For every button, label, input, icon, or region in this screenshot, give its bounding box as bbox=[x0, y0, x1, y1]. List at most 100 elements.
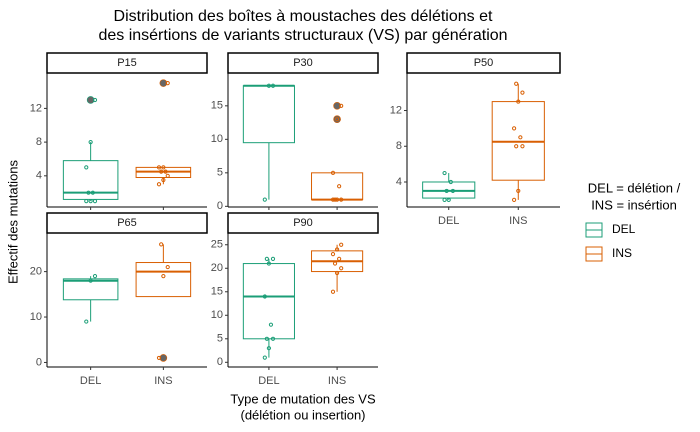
data-point bbox=[520, 90, 525, 95]
strip bbox=[46, 212, 208, 234]
data-point bbox=[520, 144, 525, 149]
data-point bbox=[92, 199, 98, 204]
data-point bbox=[512, 197, 517, 202]
data-point bbox=[88, 278, 93, 283]
y-tick-label: 0 bbox=[217, 200, 223, 212]
data-point bbox=[339, 197, 344, 202]
strip-label: P30 bbox=[293, 57, 313, 69]
legend-label: DEL bbox=[612, 222, 636, 236]
data-point bbox=[332, 261, 338, 266]
data-point bbox=[161, 177, 166, 183]
y-tick-label: 15 bbox=[211, 286, 223, 298]
y-tick-label: 4 bbox=[396, 176, 402, 188]
data-point bbox=[161, 165, 166, 170]
y-tick-label: 0 bbox=[36, 356, 42, 368]
data-point bbox=[86, 190, 91, 195]
outlier bbox=[159, 79, 168, 87]
data-point bbox=[84, 319, 89, 324]
data-point bbox=[270, 336, 276, 341]
data-point bbox=[266, 83, 272, 88]
y-tick-label: 8 bbox=[396, 140, 402, 152]
data-point bbox=[88, 199, 93, 204]
box bbox=[242, 85, 295, 144]
data-point bbox=[450, 188, 455, 194]
data-point bbox=[330, 197, 336, 202]
strip-label: P65 bbox=[117, 217, 137, 229]
y-tick-label: 5 bbox=[217, 167, 223, 179]
y-tick-label: 5 bbox=[217, 333, 223, 345]
x-tick-label: INS bbox=[154, 375, 172, 387]
x-axis-title: (délétion ou insertion) bbox=[240, 407, 365, 422]
data-point bbox=[262, 355, 267, 360]
data-point bbox=[334, 270, 340, 276]
y-tick-label: 20 bbox=[30, 266, 42, 278]
x-tick-label: DEL bbox=[80, 375, 101, 387]
data-point bbox=[270, 256, 276, 261]
data-point bbox=[337, 256, 342, 261]
strip-label: P15 bbox=[117, 57, 137, 69]
data-point bbox=[163, 169, 168, 174]
y-tick-label: 10 bbox=[211, 309, 223, 321]
data-point bbox=[330, 170, 336, 175]
data-point bbox=[516, 188, 521, 194]
y-tick-label: 12 bbox=[30, 102, 42, 114]
strip-label: P90 bbox=[293, 217, 313, 229]
data-point bbox=[334, 117, 340, 122]
y-tick-label: 25 bbox=[211, 239, 223, 251]
y-axis-title: Effectif des mutations bbox=[5, 159, 20, 284]
data-point bbox=[161, 274, 166, 279]
outlier bbox=[86, 96, 95, 104]
data-point bbox=[268, 322, 274, 327]
data-point bbox=[339, 103, 344, 108]
data-point bbox=[448, 179, 453, 185]
data-point bbox=[339, 242, 344, 247]
data-point bbox=[84, 199, 89, 204]
chart-title: Distribution des boîtes à moustaches des… bbox=[114, 8, 493, 25]
data-point bbox=[262, 197, 267, 202]
data-point bbox=[90, 190, 95, 195]
data-point bbox=[514, 81, 519, 86]
data-point bbox=[266, 346, 272, 351]
data-point bbox=[159, 169, 164, 174]
y-tick-label: 10 bbox=[30, 311, 42, 323]
data-point bbox=[514, 144, 519, 149]
data-point bbox=[442, 170, 447, 176]
data-point bbox=[156, 165, 162, 170]
x-tick-label: DEL bbox=[258, 375, 279, 387]
data-point bbox=[88, 140, 93, 145]
y-tick-label: 10 bbox=[211, 133, 223, 145]
legend-label: INS bbox=[612, 246, 632, 260]
data-point bbox=[512, 126, 517, 131]
data-point bbox=[262, 294, 267, 299]
box bbox=[242, 263, 295, 340]
data-point bbox=[332, 197, 338, 202]
y-tick-label: 12 bbox=[390, 104, 402, 116]
strip bbox=[46, 52, 208, 74]
x-tick-label: DEL bbox=[438, 215, 459, 227]
data-point bbox=[264, 336, 269, 341]
legend-title: DEL = délétion / bbox=[588, 180, 681, 195]
data-point bbox=[334, 197, 340, 202]
data-point bbox=[444, 188, 449, 194]
data-point bbox=[156, 182, 162, 187]
chart-title: des insértions de variants structuraux (… bbox=[98, 27, 507, 44]
strip bbox=[227, 212, 379, 234]
x-tick-label: INS bbox=[328, 375, 346, 387]
legend-title: INS = insértion bbox=[591, 197, 677, 212]
data-point bbox=[330, 252, 336, 257]
outlier bbox=[333, 115, 341, 124]
data-point bbox=[165, 81, 170, 86]
y-tick-label: 20 bbox=[211, 262, 223, 274]
data-point bbox=[159, 242, 164, 247]
y-tick-label: 15 bbox=[211, 100, 223, 112]
box bbox=[135, 262, 192, 298]
x-axis-title: Type de mutation des VS bbox=[230, 391, 376, 406]
strip-label: P50 bbox=[474, 57, 494, 69]
strip bbox=[227, 52, 379, 74]
data-point bbox=[165, 173, 170, 178]
y-tick-label: 8 bbox=[36, 136, 42, 148]
x-tick-label: INS bbox=[509, 215, 527, 227]
data-point bbox=[442, 197, 447, 202]
data-point bbox=[518, 135, 523, 140]
